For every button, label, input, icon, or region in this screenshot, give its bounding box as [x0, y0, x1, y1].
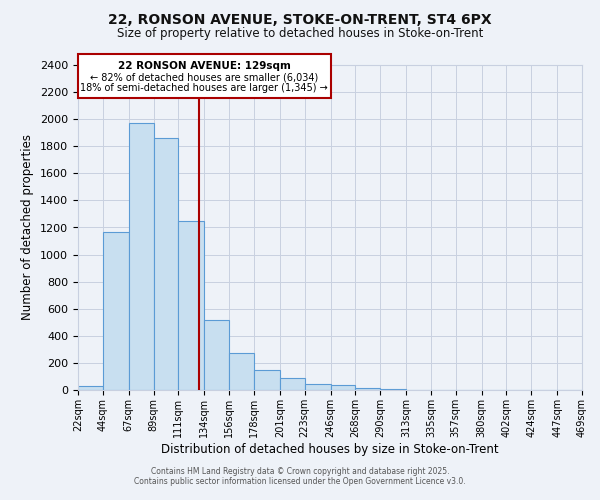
- Text: 22 RONSON AVENUE: 129sqm: 22 RONSON AVENUE: 129sqm: [118, 61, 291, 71]
- Bar: [331, 385, 355, 390]
- Text: 18% of semi-detached houses are larger (1,345) →: 18% of semi-detached houses are larger (…: [80, 84, 328, 94]
- Text: Contains public sector information licensed under the Open Government Licence v3: Contains public sector information licen…: [134, 477, 466, 486]
- Bar: [254, 370, 280, 390]
- Y-axis label: Number of detached properties: Number of detached properties: [22, 134, 34, 320]
- Bar: [305, 384, 331, 390]
- Text: ← 82% of detached houses are smaller (6,034): ← 82% of detached houses are smaller (6,…: [90, 72, 319, 83]
- Bar: [204, 320, 229, 390]
- Text: Size of property relative to detached houses in Stoke-on-Trent: Size of property relative to detached ho…: [117, 28, 483, 40]
- Bar: [103, 232, 129, 390]
- Bar: [129, 123, 154, 390]
- FancyBboxPatch shape: [78, 54, 331, 98]
- Bar: [229, 353, 254, 390]
- Bar: [178, 220, 204, 390]
- Bar: [78, 386, 103, 390]
- Text: Contains HM Land Registry data © Crown copyright and database right 2025.: Contains HM Land Registry data © Crown c…: [151, 467, 449, 476]
- X-axis label: Distribution of detached houses by size in Stoke-on-Trent: Distribution of detached houses by size …: [161, 442, 499, 456]
- Text: 22, RONSON AVENUE, STOKE-ON-TRENT, ST4 6PX: 22, RONSON AVENUE, STOKE-ON-TRENT, ST4 6…: [108, 12, 492, 26]
- Bar: [154, 138, 178, 390]
- Bar: [355, 388, 380, 390]
- Bar: [280, 378, 305, 390]
